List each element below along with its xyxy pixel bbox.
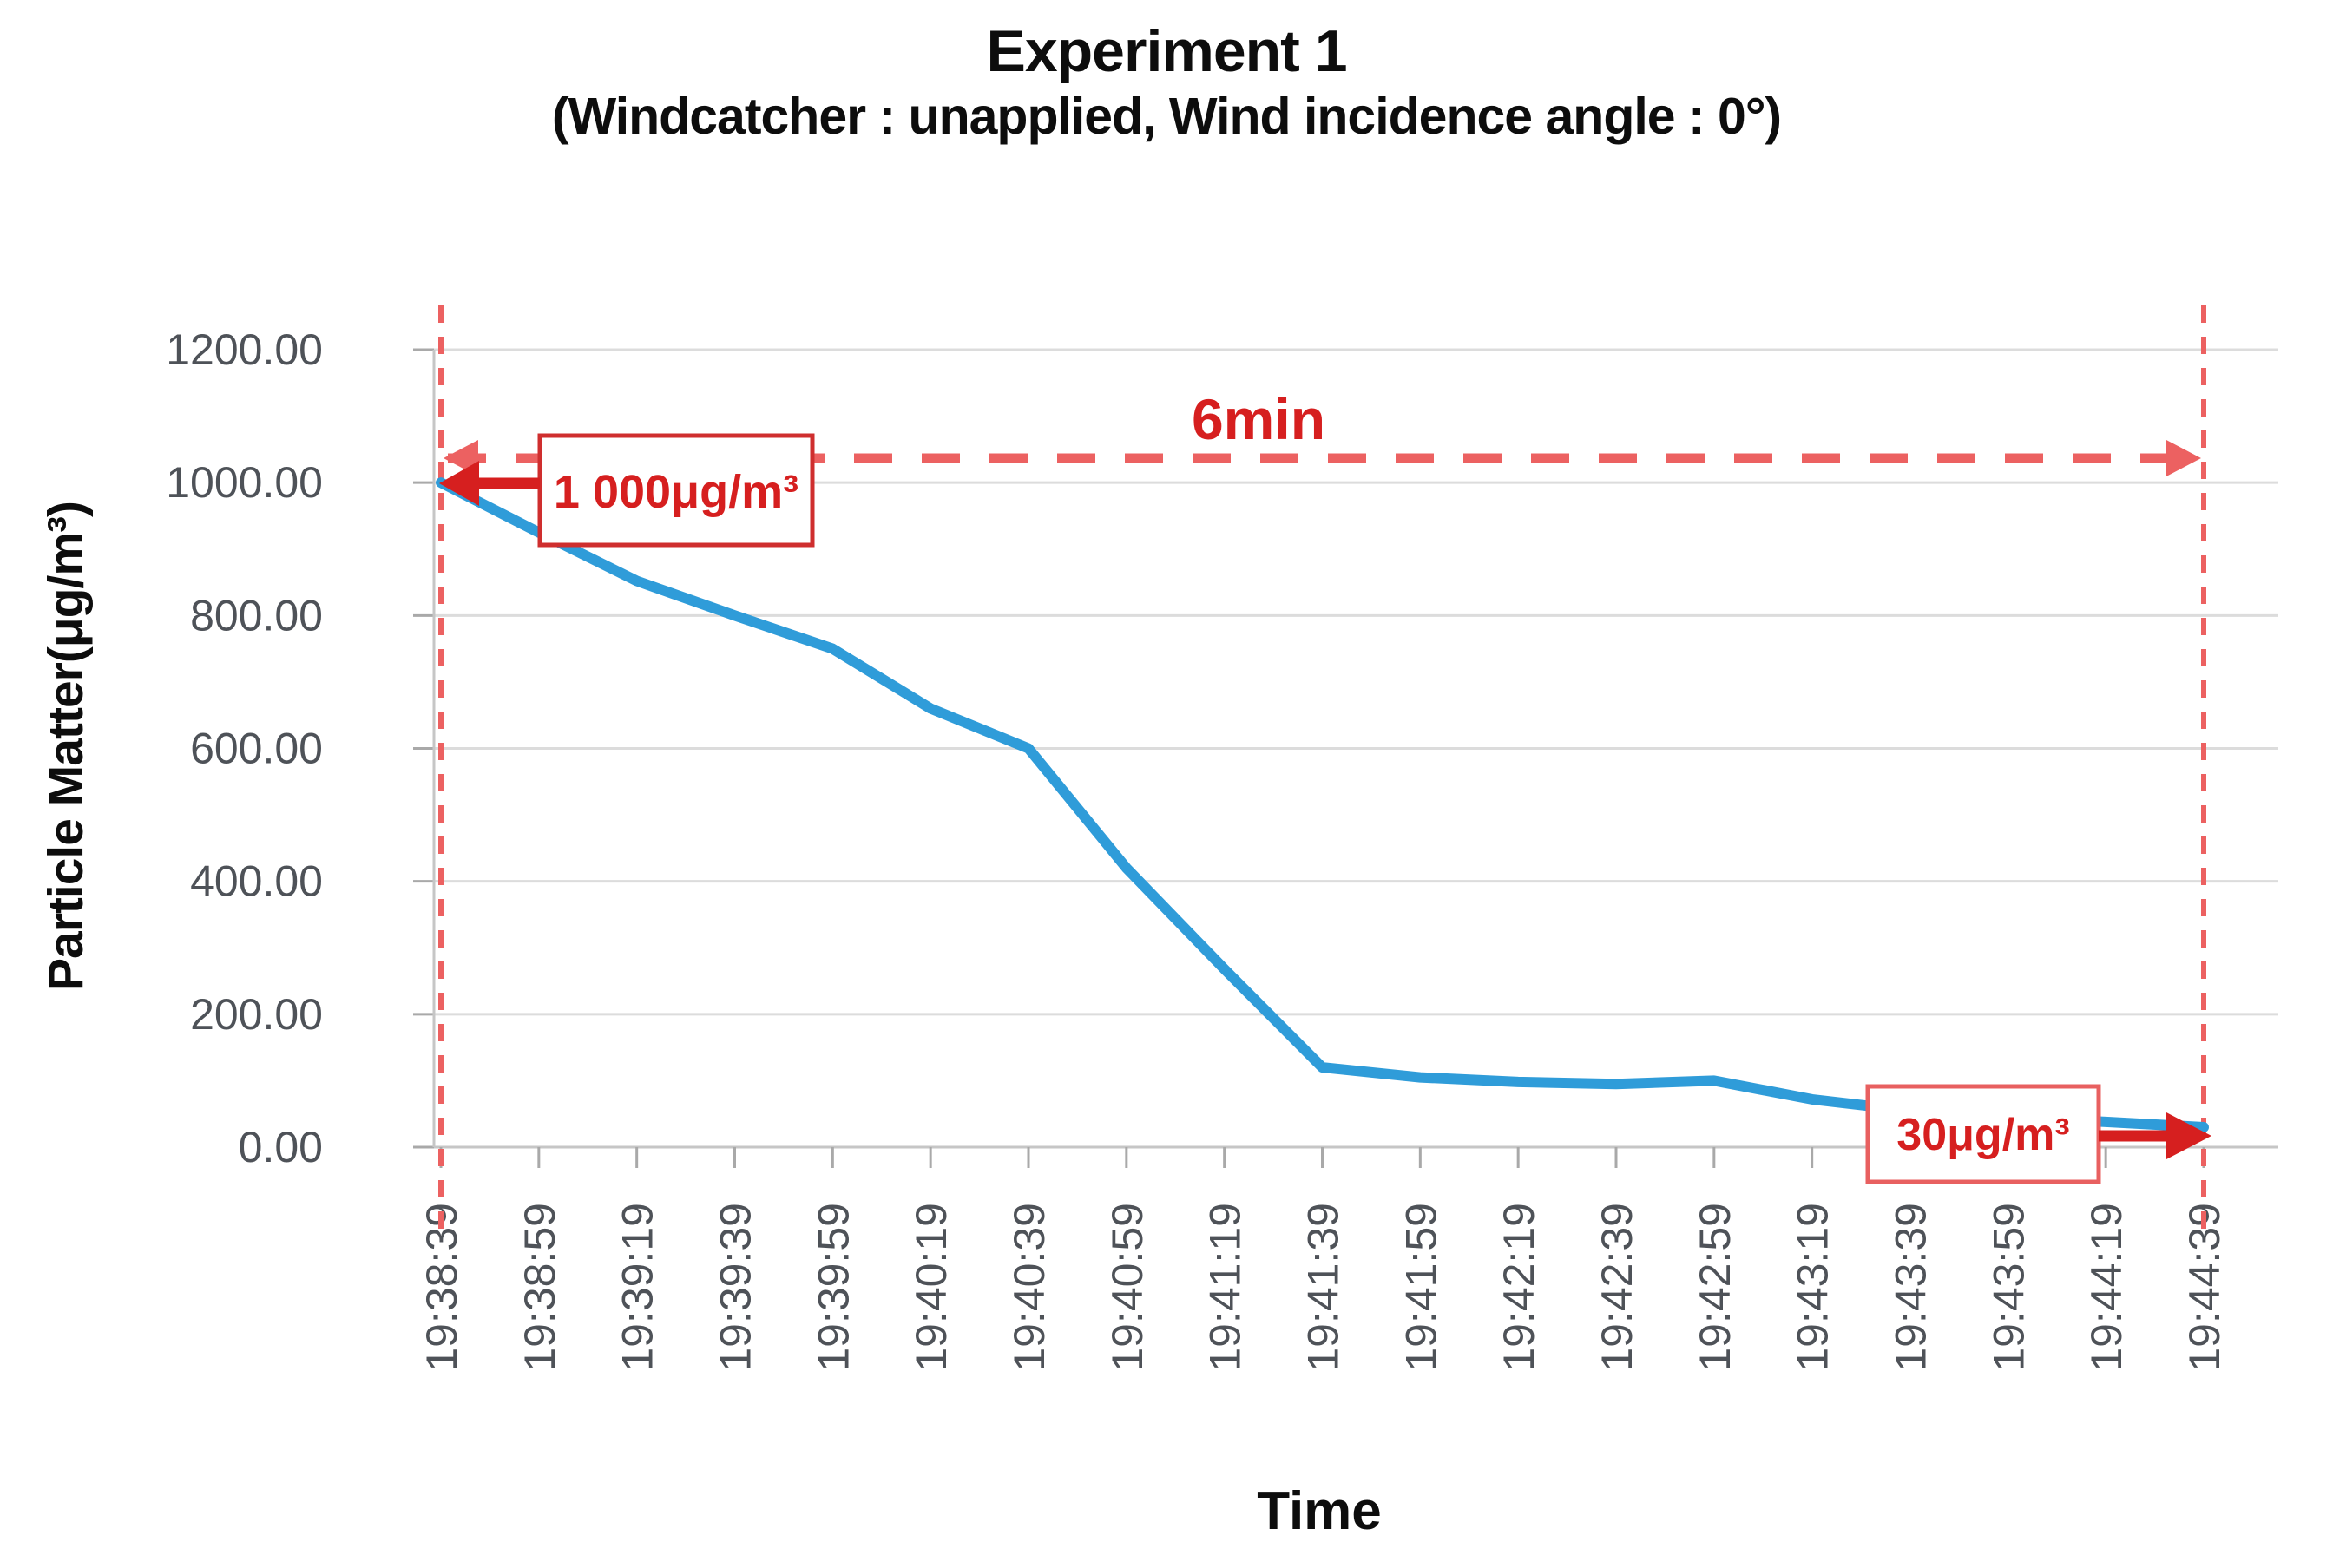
x-tick-label: 19:43:59 — [1984, 1203, 2033, 1372]
x-tick-label: 19:42:39 — [1593, 1203, 1641, 1372]
x-tick-label: 19:41:39 — [1299, 1203, 1348, 1372]
x-tick-label: 19:40:39 — [1005, 1203, 1054, 1372]
x-tick-label: 19:44:39 — [2180, 1203, 2229, 1372]
x-tick-label: 19:42:59 — [1691, 1203, 1739, 1372]
x-tick-label: 19:43:39 — [1887, 1203, 1935, 1372]
duration-label: 6min — [1192, 387, 1325, 451]
x-tick-label: 19:39:19 — [614, 1203, 662, 1372]
y-axis-title: Particle Matter(μg/m³) — [38, 502, 94, 991]
pm-series-line — [436, 477, 2209, 1132]
x-tick-label: 19:43:19 — [1789, 1203, 1837, 1372]
end-annotation-label: 30μg/m³ — [1896, 1110, 2069, 1160]
end-arrowhead — [2166, 1112, 2211, 1159]
y-tick-label: 600.00 — [190, 725, 323, 773]
x-tick-label: 19:38:39 — [417, 1203, 466, 1372]
x-tick-label: 19:41:19 — [1201, 1203, 1250, 1372]
y-tick-label: 1000.00 — [166, 458, 323, 507]
x-tick-label: 19:38:59 — [516, 1203, 564, 1372]
x-tick-label: 19:40:59 — [1103, 1203, 1152, 1372]
x-tick-label: 19:39:59 — [809, 1203, 858, 1372]
start-annotation-label: 1 000μg/m³ — [554, 466, 798, 518]
duration-right-arrowhead — [2166, 440, 2201, 476]
x-tick-label: 19:39:39 — [712, 1203, 760, 1372]
y-tick-label: 400.00 — [190, 857, 323, 906]
x-tick-label: 19:40:19 — [907, 1203, 956, 1372]
y-tick-label: 800.00 — [190, 591, 323, 640]
y-tick-label: 200.00 — [190, 990, 323, 1039]
x-axis-title: Time — [1257, 1481, 1382, 1541]
x-tick-label: 19:41:59 — [1397, 1203, 1445, 1372]
y-tick-label: 1200.00 — [166, 325, 323, 374]
chart-subtitle: (Windcatcher : unapplied, Wind incidence… — [551, 88, 1782, 145]
x-tick-label: 19:44:19 — [2082, 1203, 2131, 1372]
y-tick-label: 0.00 — [239, 1123, 323, 1171]
chart-title: Experiment 1 — [986, 18, 1347, 84]
start-annotation-box — [537, 433, 815, 548]
end-annotation-box — [1865, 1084, 2101, 1184]
x-tick-label: 19:42:19 — [1495, 1203, 1543, 1372]
start-arrowhead — [439, 461, 479, 506]
